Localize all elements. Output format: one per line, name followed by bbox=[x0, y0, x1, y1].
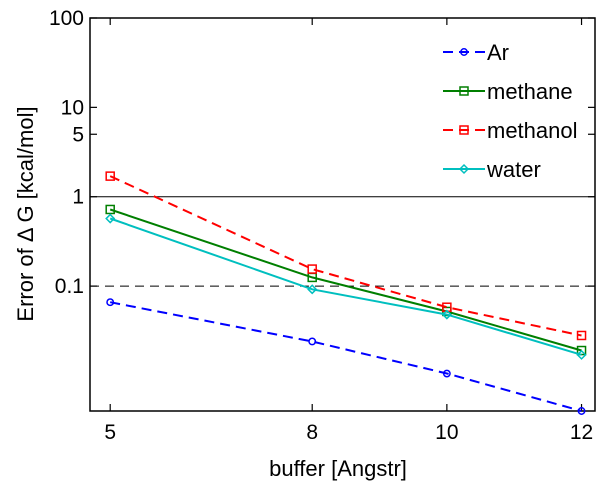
y-axis-title: Error of Δ G [kcal/mol] bbox=[13, 106, 38, 321]
series-line-methane bbox=[109, 208, 582, 352]
series-line-ar bbox=[110, 301, 582, 412]
y-tick-label: 5 bbox=[72, 123, 84, 146]
x-tick-label: 8 bbox=[306, 421, 318, 444]
legend-label-water: water bbox=[486, 157, 541, 182]
data-point-methanol bbox=[576, 330, 587, 341]
legend-label-ar: Ar bbox=[487, 40, 509, 65]
series-methanol bbox=[105, 171, 587, 341]
y-tick-label: 1 bbox=[72, 186, 84, 209]
data-point-water bbox=[307, 284, 318, 295]
reference-lines bbox=[90, 196, 595, 287]
series-line-methanol bbox=[109, 175, 582, 337]
series-water bbox=[105, 213, 587, 360]
data-point-ar bbox=[577, 407, 586, 415]
data-point-ar bbox=[442, 369, 451, 378]
series-line-water bbox=[109, 217, 582, 356]
legend-label-methane: methane bbox=[487, 79, 573, 104]
data-point-methanol bbox=[307, 264, 317, 274]
y-tick-label: 0.1 bbox=[55, 275, 84, 298]
legend-label-methanol: methanol bbox=[487, 118, 578, 143]
y-tick-label: 10 bbox=[61, 96, 84, 119]
series-ar bbox=[106, 298, 586, 415]
data-point-water bbox=[576, 349, 587, 360]
legend-marker-ar bbox=[460, 48, 468, 56]
x-tick-label: 10 bbox=[435, 421, 458, 444]
x-tick-label: 12 bbox=[570, 421, 593, 444]
y-axis: 0.1 1 5 10 100 bbox=[49, 7, 595, 298]
data-point-ar bbox=[106, 298, 115, 307]
data-point-methanol bbox=[105, 171, 115, 181]
x-axis-title: buffer [Angstr] bbox=[269, 456, 407, 481]
y-tick-label: 100 bbox=[49, 7, 84, 30]
legend-marker-methanol bbox=[459, 125, 469, 135]
legend: Ar methane methanol water bbox=[443, 40, 578, 182]
data-point-water bbox=[105, 213, 116, 224]
data-point-methane bbox=[105, 204, 115, 215]
x-axis: 5 8 10 12 bbox=[104, 18, 593, 444]
legend-marker-water bbox=[458, 163, 470, 175]
series bbox=[105, 171, 587, 415]
x-tick-label: 5 bbox=[104, 421, 116, 444]
data-point-ar bbox=[308, 337, 317, 346]
data-point-water bbox=[441, 309, 452, 320]
legend-marker-methane bbox=[459, 86, 469, 96]
plot-area bbox=[89, 17, 596, 412]
